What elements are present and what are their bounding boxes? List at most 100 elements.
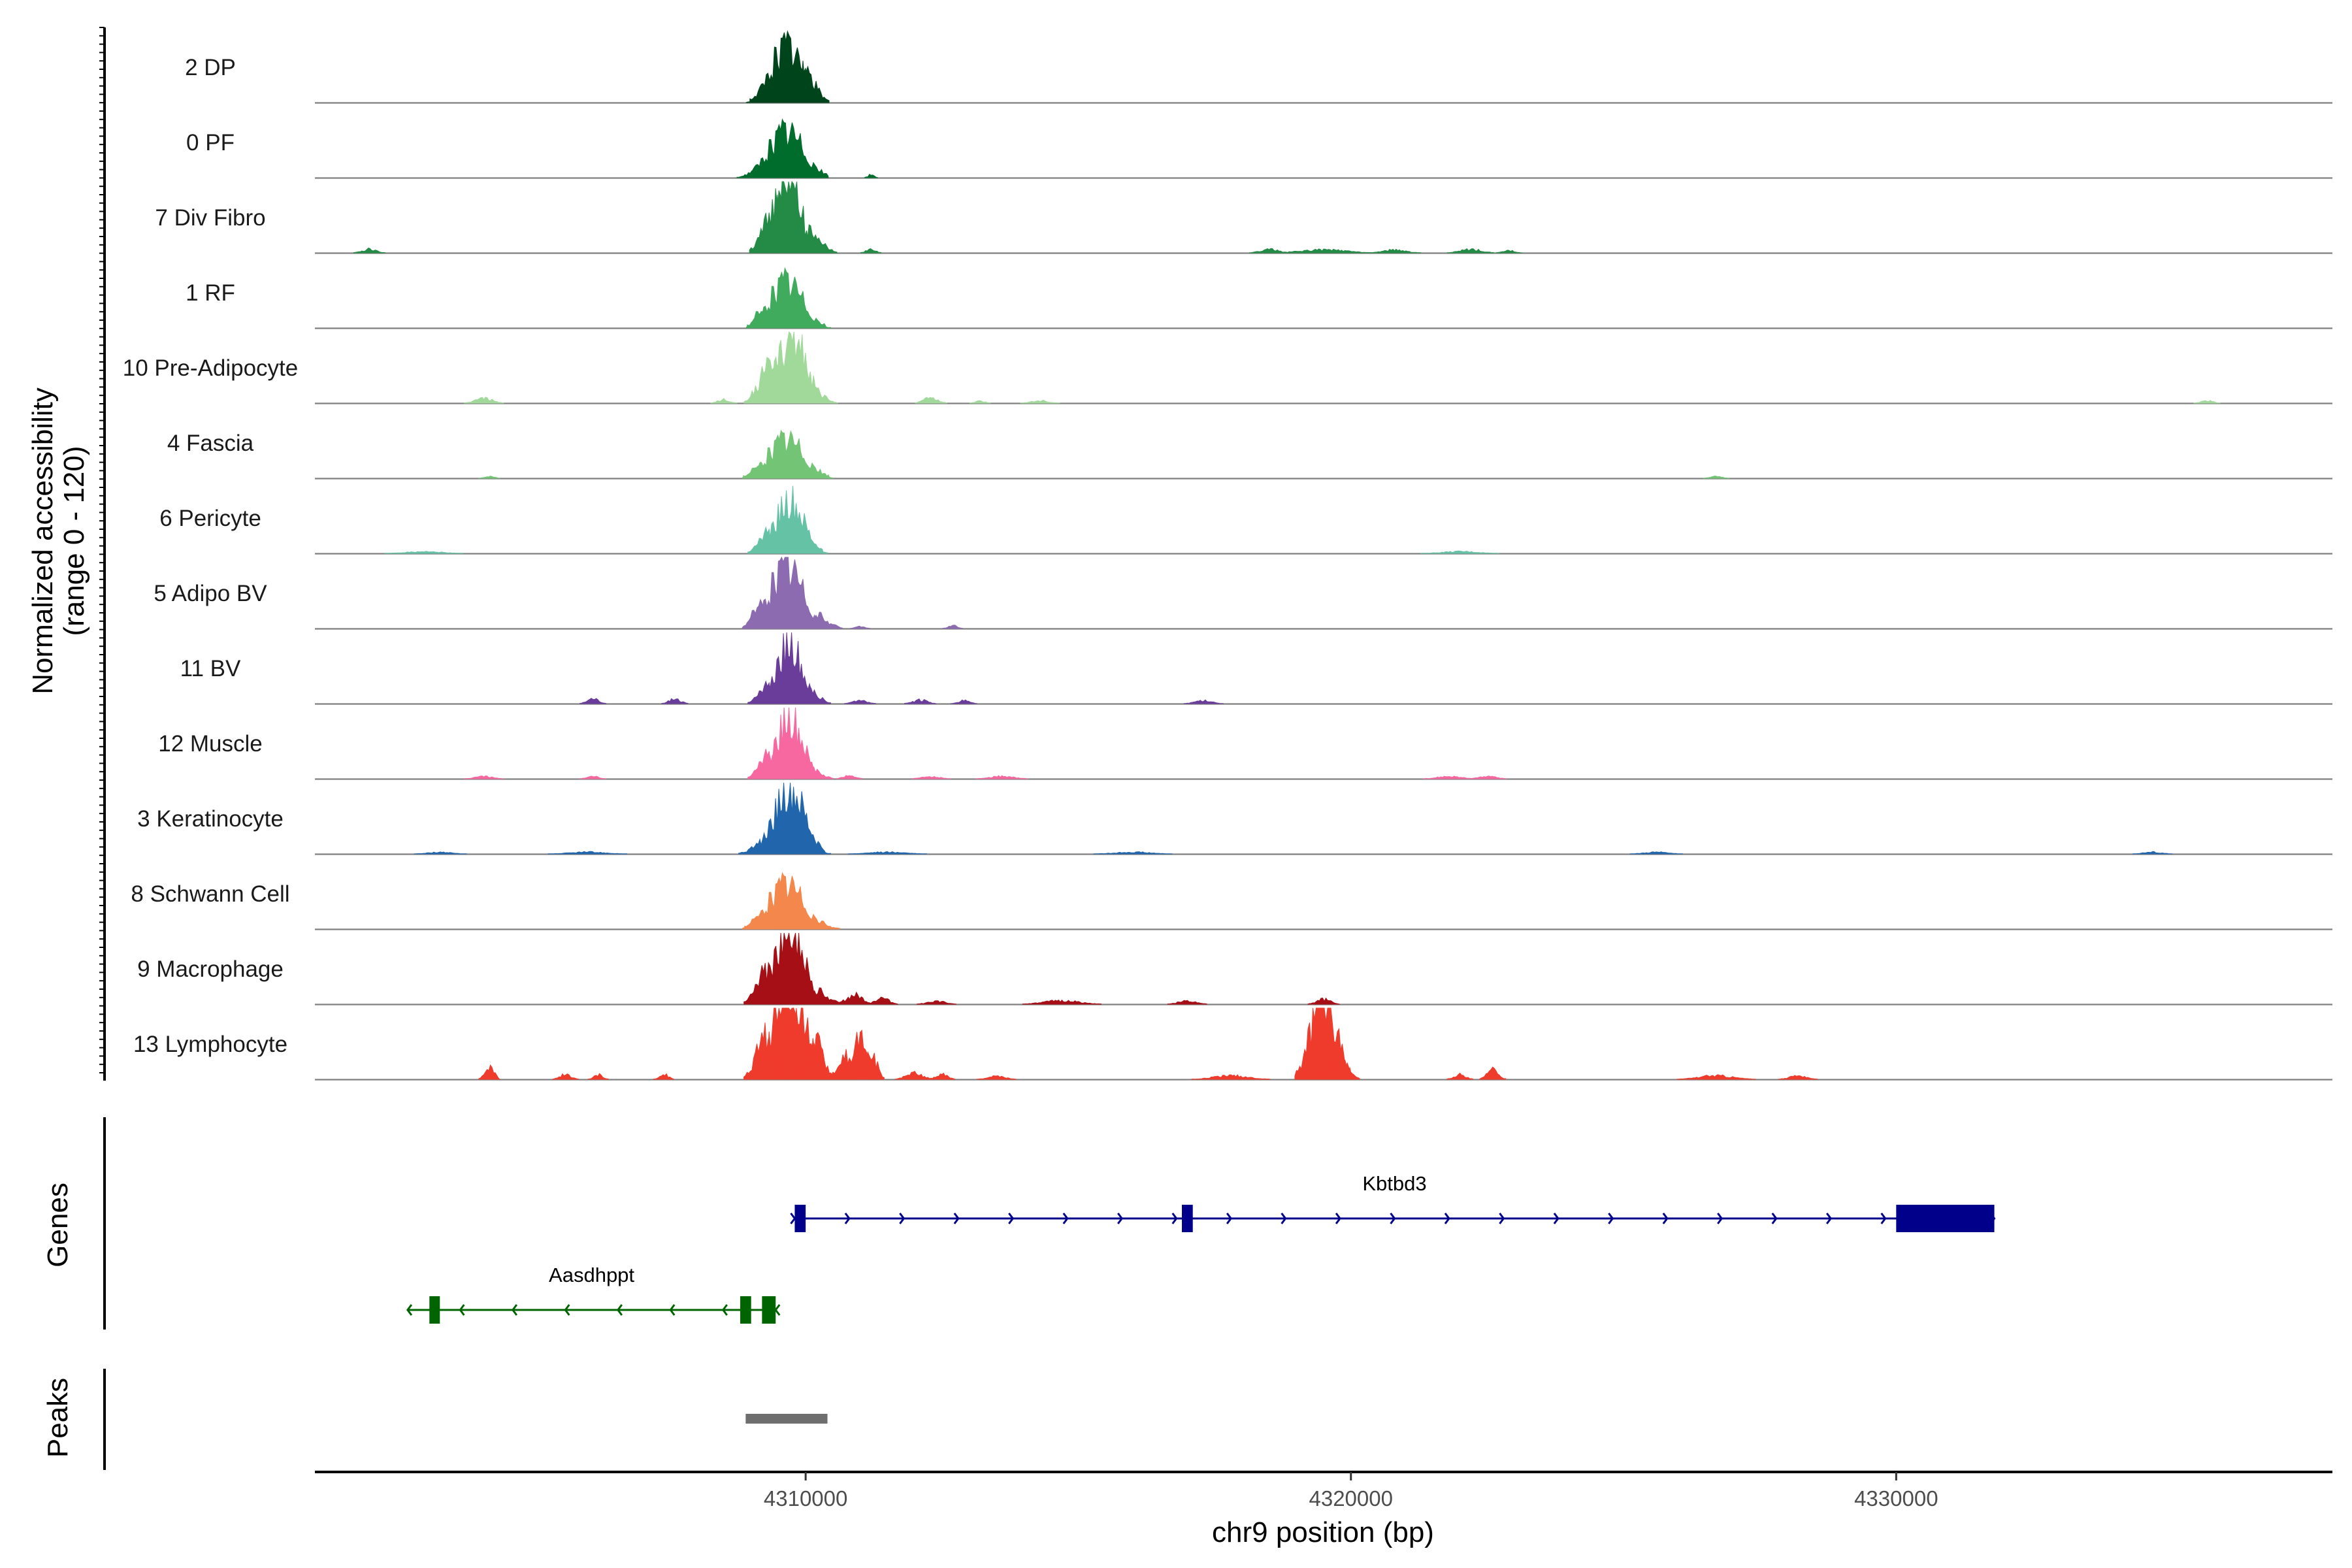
gene-strand-arrow: [1662, 1213, 1669, 1224]
gene-strand-arrow: [1171, 1213, 1178, 1224]
coverage-peak: [464, 397, 504, 404]
gene-strand-arrow: [1117, 1213, 1124, 1224]
track-label: 4 Fascia: [167, 431, 254, 456]
track-8-schwann-cell: 8 Schwann Cell: [131, 872, 2332, 930]
coverage-peak: [1467, 776, 1507, 779]
track-4-fascia: 4 Fascia: [167, 429, 2332, 480]
coverage-peak: [791, 687, 831, 704]
gene-strand-arrow: [1825, 1213, 1833, 1224]
coverage-peak: [915, 397, 948, 404]
coverage-peak: [743, 961, 792, 1005]
coverage-peak: [1320, 1059, 1360, 1080]
coverage-peak: [736, 168, 777, 178]
coverage-peak: [779, 224, 838, 253]
coverage-peak: [384, 551, 464, 554]
gene-strand-arrow: [511, 1304, 518, 1316]
coverage-peak: [653, 1073, 675, 1080]
coverage-peak: [969, 400, 991, 404]
peaks-track-title: Peaks: [42, 1378, 74, 1458]
track-label: 11 BV: [180, 656, 241, 681]
coverage-peak: [847, 851, 927, 855]
x-tick-label: 4310000: [764, 1486, 847, 1511]
coverage-peak: [849, 625, 871, 629]
gene-exon: [429, 1296, 440, 1324]
coverage-peak: [1446, 1072, 1474, 1080]
track-12-muscle: 12 Muscle: [158, 707, 2332, 780]
track-label: 10 Pre-Adipocyte: [123, 355, 298, 381]
gene-strand-arrow: [953, 1213, 960, 1224]
gene-strand-arrow: [1281, 1213, 1287, 1224]
gene-strand-arrow: [1553, 1213, 1560, 1224]
coverage-peak: [950, 699, 977, 704]
gene-strand-arrow: [616, 1304, 623, 1316]
coverage-peak: [1367, 248, 1422, 253]
gene-strand-arrow: [564, 1304, 570, 1316]
gene-strand-arrow: [1390, 1213, 1396, 1224]
gene-exon: [1182, 1205, 1193, 1232]
track-label: 7 Div Fibro: [155, 205, 265, 231]
gene-exon: [762, 1296, 776, 1324]
track-1-rf: 1 RF: [186, 267, 2332, 329]
coverage-peak: [587, 1073, 610, 1080]
coverage-peak: [975, 775, 1029, 779]
track-10-pre-adipocyte: 10 Pre-Adipocyte: [123, 331, 2332, 404]
gene-strand-arrow: [1008, 1213, 1015, 1224]
coverage-peak: [747, 680, 788, 704]
coverage-peak: [1093, 851, 1173, 855]
coverage-peak: [743, 1022, 787, 1080]
coverage-peak: [744, 118, 829, 178]
track-label: 8 Schwann Cell: [131, 881, 289, 907]
coverage-peak: [1307, 997, 1341, 1005]
coverage-peak: [464, 775, 504, 779]
gene-strand-arrow: [1062, 1213, 1069, 1224]
gene-label: Aasdhppt: [549, 1264, 634, 1286]
coverage-peak: [580, 776, 607, 779]
coverage-peak: [791, 319, 831, 329]
coverage-peak: [1191, 1074, 1271, 1080]
gene-strand-arrow: [1499, 1213, 1505, 1224]
coverage-peak: [478, 1064, 501, 1080]
coverage-peak: [1422, 776, 1476, 779]
track-label: 12 Muscle: [158, 731, 263, 757]
coverage-peak: [904, 698, 938, 704]
x-axis: chr9 position (bp) 4310000 4320000 4330000: [315, 1471, 2332, 1548]
coverage-peak: [790, 387, 839, 404]
track-label: 3 Keratinocyte: [137, 806, 284, 832]
coverage-tracks: 2 DP 0 PF 7 Div Fibro 1 RF 10 Pre-Adipocyte 4…: [123, 30, 2332, 1081]
y-axis-title: Normalized accessibility (range 0 - 120): [27, 387, 90, 694]
track-11-bv: 11 BV: [180, 632, 2332, 705]
coverage-peak: [928, 1072, 956, 1080]
coverage-peak: [747, 526, 788, 554]
gene-strand-arrow: [721, 1304, 728, 1316]
gene-strand-arrow: [899, 1213, 906, 1224]
coverage-peak: [710, 398, 738, 404]
coverage-peak: [836, 775, 863, 779]
coverage-peak: [1020, 399, 1060, 404]
coverage-peak: [745, 308, 779, 329]
gene-strand-arrow: [1608, 1213, 1614, 1224]
coverage-peak: [661, 698, 689, 704]
gene-strand-arrow: [1771, 1213, 1778, 1224]
track-3-keratinocyte: 3 Keratinocyte: [137, 782, 2332, 855]
gene-strand-arrow: [1880, 1213, 1887, 1224]
coverage-peak: [1183, 699, 1224, 704]
track-label: 9 Macrophage: [137, 956, 284, 982]
x-tick-label: 4330000: [1854, 1486, 1938, 1511]
coverage-peak: [738, 838, 792, 855]
gene-track: Genes Kbtbd3 Aasdhppt: [42, 1117, 1996, 1330]
gene-strand-arrow: [1226, 1213, 1232, 1224]
coverage-peak: [864, 174, 878, 178]
coverage-peak: [478, 476, 500, 479]
coverage-peak: [1629, 851, 1683, 855]
gene-strand-arrow: [790, 1213, 796, 1224]
gene-strand-arrow: [1717, 1213, 1723, 1224]
coverage-peak: [742, 598, 782, 629]
coverage-peak: [866, 996, 899, 1005]
track-7-div-fibro: 7 Div Fibro: [155, 180, 2332, 254]
x-tick-label: 4320000: [1309, 1486, 1392, 1511]
coverage-peak: [1420, 550, 1500, 554]
y-axis-title-line1: Normalized accessibility: [27, 387, 59, 694]
coverage-peak: [791, 845, 831, 855]
coverage-peak: [1495, 250, 1523, 253]
